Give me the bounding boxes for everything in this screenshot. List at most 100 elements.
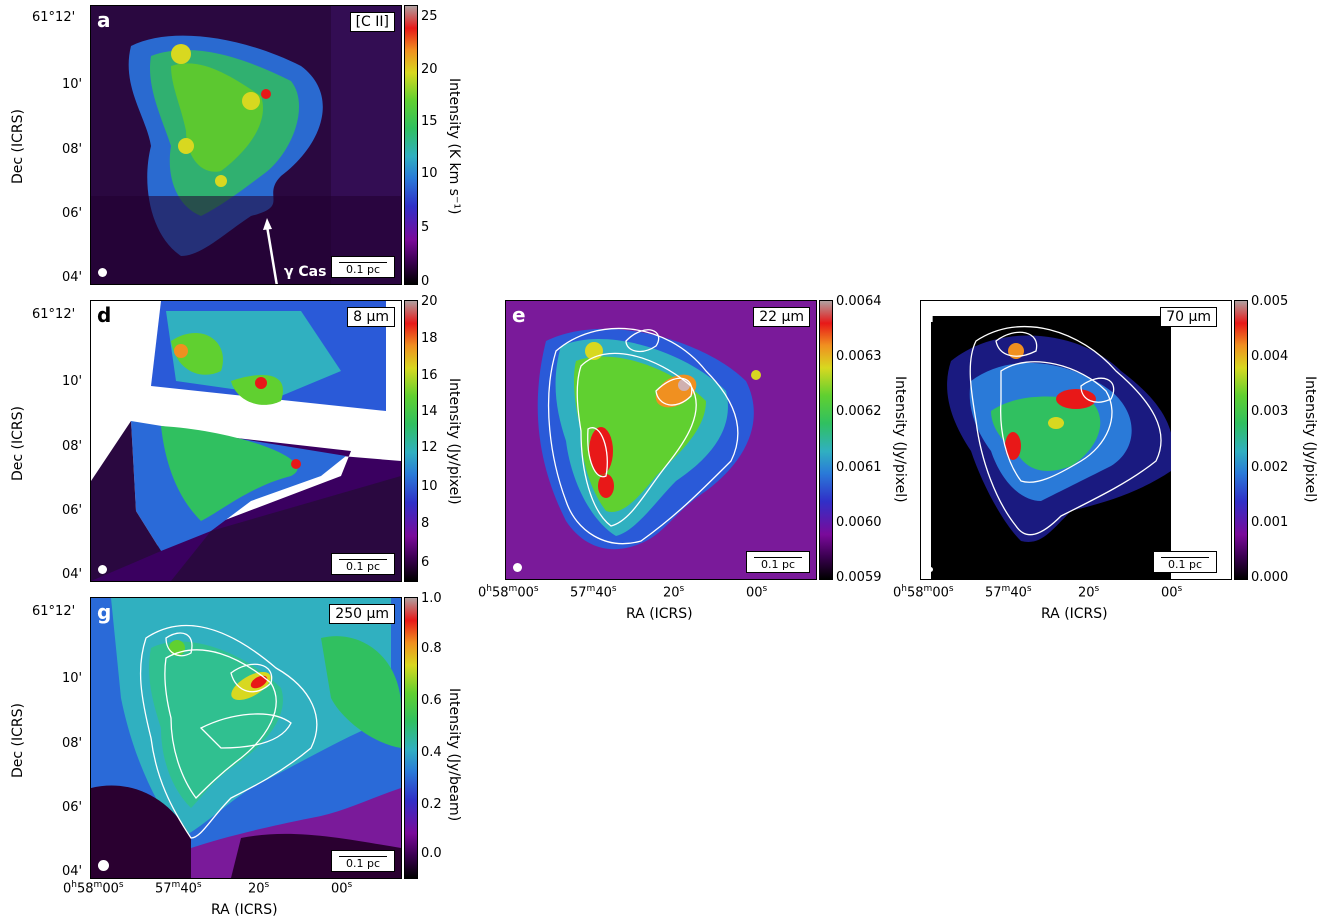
- panel-g-letter: g: [97, 600, 112, 624]
- panel-d-colorbar: [404, 300, 418, 582]
- ra-tick: 00s: [331, 880, 353, 897]
- cii-map: [91, 6, 401, 284]
- cbar-f-tick: 0.000: [1251, 570, 1289, 585]
- arrow-icon: [263, 218, 278, 284]
- ra-tick: 20s: [248, 880, 270, 897]
- dec-tick: 08': [62, 736, 83, 751]
- beam-marker: [513, 563, 522, 572]
- panel-d-image: d 8 μm 0.1 pc: [90, 300, 402, 582]
- panel-f-image: f 70 μm 0.1 pc: [920, 300, 1232, 580]
- panel-f-letter: f: [927, 303, 936, 327]
- panel-e-letter: e: [512, 303, 526, 327]
- cbar-e-tick: 0.0060: [836, 515, 882, 530]
- cbar-a-tick: 20: [421, 62, 438, 77]
- panel-e-image: e 22 μm 0.1 pc: [505, 300, 817, 580]
- cbar-a-tick: 0: [421, 274, 430, 289]
- cbar-g-tick: 0.0: [421, 846, 442, 861]
- dec-tick: 61°12': [32, 307, 76, 322]
- panel-a-image: a [C II] 0.1 pc γ Cas: [90, 5, 402, 285]
- cbar-a-tick: 25: [421, 9, 438, 24]
- dec-tick: 08': [62, 439, 83, 454]
- cbar-g-label: Intensity (Jy/beam): [446, 688, 462, 822]
- cbar-g-tick: 1.0: [421, 591, 442, 606]
- cbar-f-tick: 0.005: [1251, 294, 1289, 309]
- dec-axis-label: Dec (ICRS): [10, 109, 26, 184]
- dec-axis-label: Dec (ICRS): [10, 406, 26, 481]
- dec-tick: 10': [62, 374, 83, 389]
- panel-g-scalebar: 0.1 pc: [331, 850, 395, 872]
- beam-marker: [98, 565, 107, 574]
- ra-tick: 00s: [1161, 584, 1183, 601]
- cbar-a-tick: 10: [421, 166, 438, 181]
- 70um-map: [921, 301, 1231, 579]
- dec-tick: 61°12': [32, 604, 76, 619]
- panel-a-colorbar: [404, 5, 418, 285]
- panel-f-colorbar: [1234, 300, 1248, 580]
- cbar-a-tick: 5: [421, 220, 430, 235]
- dec-tick: 04': [62, 270, 83, 285]
- panel-e-tag: 22 μm: [753, 307, 810, 327]
- panel-g-colorbar: [404, 597, 418, 879]
- cbar-e-tick: 0.0062: [836, 404, 882, 419]
- cbar-d-tick: 10: [421, 479, 438, 494]
- ra-tick: 00s: [746, 584, 768, 601]
- cbar-g-tick: 0.8: [421, 641, 442, 656]
- cbar-f-tick: 0.004: [1251, 349, 1289, 364]
- cbar-d-tick: 20: [421, 294, 438, 309]
- dec-axis-label: Dec (ICRS): [10, 703, 26, 778]
- cbar-d-tick: 12: [421, 440, 438, 455]
- dec-tick: 06': [62, 206, 83, 221]
- cbar-f-tick: 0.003: [1251, 404, 1289, 419]
- cbar-g-tick: 0.2: [421, 797, 442, 812]
- ra-tick: 0h58m00s: [893, 584, 954, 601]
- panel-g-image: g 250 μm 0.1 pc: [90, 597, 402, 879]
- cbar-f-label: Intensity (Jy/pixel): [1302, 376, 1318, 503]
- ra-axis-label: RA (ICRS): [626, 606, 693, 622]
- cbar-d-label: Intensity (Jy/pixel): [446, 378, 462, 505]
- cbar-d-tick: 8: [421, 516, 430, 531]
- panel-a-scalebar: 0.1 pc: [331, 256, 395, 278]
- ra-axis-label: RA (ICRS): [1041, 606, 1108, 622]
- cbar-g-tick: 0.4: [421, 745, 442, 760]
- 250um-map: [91, 598, 401, 878]
- dec-tick: 06': [62, 800, 83, 815]
- ra-tick: 20s: [1078, 584, 1100, 601]
- cbar-e-tick: 0.0059: [836, 570, 882, 585]
- cbar-f-tick: 0.001: [1251, 515, 1289, 530]
- ra-tick: 57m40s: [155, 880, 202, 897]
- ra-tick: 57m40s: [985, 584, 1032, 601]
- cbar-e-tick: 0.0064: [836, 294, 882, 309]
- cbar-e-tick: 0.0061: [836, 460, 882, 475]
- dec-tick: 10': [62, 671, 83, 686]
- ra-tick: 20s: [663, 584, 685, 601]
- ra-axis-label: RA (ICRS): [211, 902, 278, 918]
- panel-d-scalebar: 0.1 pc: [331, 553, 395, 575]
- cbar-d-tick: 14: [421, 404, 438, 419]
- panel-d-letter: d: [97, 303, 112, 327]
- dec-tick: 08': [62, 142, 83, 157]
- dec-tick: 04': [62, 567, 83, 582]
- cbar-d-tick: 16: [421, 368, 438, 383]
- panel-e-scalebar: 0.1 pc: [746, 551, 810, 573]
- panel-d-tag: 8 μm: [347, 307, 395, 327]
- beam-marker: [98, 268, 107, 277]
- 22um-map: [506, 301, 816, 579]
- cbar-f-tick: 0.002: [1251, 460, 1289, 475]
- cbar-d-tick: 6: [421, 555, 430, 570]
- cbar-g-tick: 0.6: [421, 693, 442, 708]
- beam-marker: [98, 860, 109, 871]
- 8um-map: [91, 301, 401, 581]
- ra-tick: 0h58m00s: [63, 880, 124, 897]
- ra-tick: 0h58m00s: [478, 584, 539, 601]
- cbar-e-label: Intensity (Jy/pixel): [892, 376, 908, 503]
- panel-a-tag: [C II]: [349, 12, 395, 32]
- beam-marker: [928, 567, 933, 572]
- panel-e-colorbar: [819, 300, 833, 580]
- cbar-a-label: Intensity (K km s⁻¹): [446, 78, 462, 215]
- panel-f-scalebar: 0.1 pc: [1153, 551, 1217, 573]
- cbar-e-tick: 0.0063: [836, 349, 882, 364]
- panel-g-tag: 250 μm: [329, 604, 395, 624]
- dec-tick: 10': [62, 77, 83, 92]
- gamma-cas-label: γ Cas: [284, 264, 327, 280]
- dec-tick: 61°12': [32, 10, 76, 25]
